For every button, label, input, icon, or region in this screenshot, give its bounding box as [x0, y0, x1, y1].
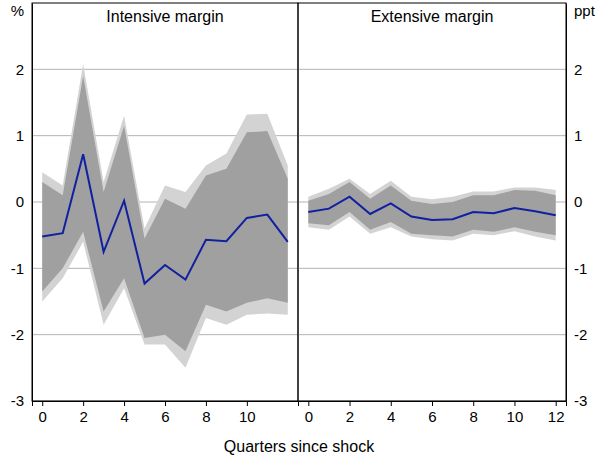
grid	[298, 69, 566, 401]
tick-label: 8	[470, 408, 478, 425]
tick: 4	[387, 401, 395, 425]
tick-label: 2	[79, 408, 87, 425]
unit-label: ppt	[574, 2, 596, 19]
tick-label: 2	[574, 61, 582, 78]
tick-label: 1	[574, 127, 582, 144]
tick-label: 2	[16, 61, 24, 78]
panel-title: Extensive margin	[371, 8, 494, 25]
tick-label: 10	[239, 408, 256, 425]
tick: -1	[566, 260, 587, 277]
confidence-band	[42, 64, 288, 368]
tick: 0	[305, 401, 313, 425]
tick: 4	[120, 401, 128, 425]
tick-mark	[206, 401, 207, 406]
tick: 10	[239, 401, 256, 425]
tick: 8	[202, 401, 210, 425]
tick-mark	[308, 401, 309, 406]
tick-mark	[432, 401, 433, 406]
grid-line	[32, 69, 298, 70]
tick: 2	[566, 61, 582, 78]
tick-mark	[247, 401, 248, 406]
tick-mark	[514, 401, 515, 406]
tick: 6	[161, 401, 169, 425]
tick-mark	[350, 401, 351, 406]
tick-mark	[556, 401, 557, 406]
axis-line	[33, 402, 299, 407]
tick-mark	[473, 401, 474, 406]
tick-label: 0	[305, 408, 313, 425]
tick-label: 0	[16, 193, 24, 210]
x-axis-title: Quarters since shock	[224, 438, 375, 455]
tick: 2	[16, 61, 32, 78]
tick-label: 0	[39, 408, 47, 425]
tick-label: 4	[387, 408, 395, 425]
tick-label: 8	[202, 408, 210, 425]
tick: 1	[16, 127, 32, 144]
tick: -3	[11, 392, 32, 409]
tick: 0	[566, 193, 582, 210]
tick: 1	[566, 127, 582, 144]
tick-mark	[42, 401, 43, 406]
tick-mark	[124, 401, 125, 406]
tick: 0	[39, 401, 47, 425]
tick-label: 0	[574, 193, 582, 210]
axis-line	[566, 4, 567, 402]
tick-mark	[391, 401, 392, 406]
tick-label: -1	[574, 260, 587, 277]
tick: -2	[11, 326, 32, 343]
tick-label: -1	[11, 260, 24, 277]
chart: -3-2-10120246810Intensive margin%-3-2-10…	[0, 0, 600, 462]
y-axis: -3 -2 -1 0 1 2	[566, 4, 587, 410]
confidence-band	[308, 179, 555, 241]
line	[42, 154, 288, 283]
tick-label: -2	[11, 326, 24, 343]
grid-line	[298, 69, 566, 70]
tick: -3	[566, 392, 587, 409]
axis-line	[299, 402, 567, 407]
tick-label: 6	[428, 408, 436, 425]
tick-label: 6	[161, 408, 169, 425]
tick-label: 2	[346, 408, 354, 425]
tick: -2	[566, 326, 587, 343]
tick: -1	[11, 260, 32, 277]
plot-area	[42, 64, 288, 368]
tick-label: -2	[574, 326, 587, 343]
confidence-band	[42, 76, 288, 351]
grid-line	[298, 268, 566, 269]
tick-label: 4	[120, 408, 128, 425]
confidence-band	[308, 182, 555, 236]
tick: 6	[428, 401, 436, 425]
tick-mark	[83, 401, 84, 406]
frame	[32, 3, 298, 401]
tick: 12	[548, 401, 565, 425]
frame	[298, 3, 566, 401]
tick-label: 1	[16, 127, 24, 144]
y-axis: -3 -2 -1 0 1 2	[11, 4, 33, 410]
tick-label: -3	[574, 392, 587, 409]
axis-line	[32, 4, 33, 402]
tick: 2	[79, 401, 87, 425]
tick: 8	[470, 401, 478, 425]
x-axis: 0 2 4 6 8 10	[33, 401, 299, 425]
tick-label: -3	[11, 392, 24, 409]
tick: 0	[16, 193, 32, 210]
tick-label: 12	[548, 408, 565, 425]
tick: 10	[507, 401, 524, 425]
plot-area	[308, 179, 555, 241]
x-axis: 0 2 4 6 8 10 12	[299, 401, 567, 425]
tick-label: 10	[507, 408, 524, 425]
grid-line	[298, 334, 566, 335]
line	[308, 197, 555, 220]
panel-title: Intensive margin	[106, 8, 223, 25]
grid-line	[298, 135, 566, 136]
tick: 2	[346, 401, 354, 425]
tick-mark	[165, 401, 166, 406]
unit-label: %	[11, 2, 24, 19]
